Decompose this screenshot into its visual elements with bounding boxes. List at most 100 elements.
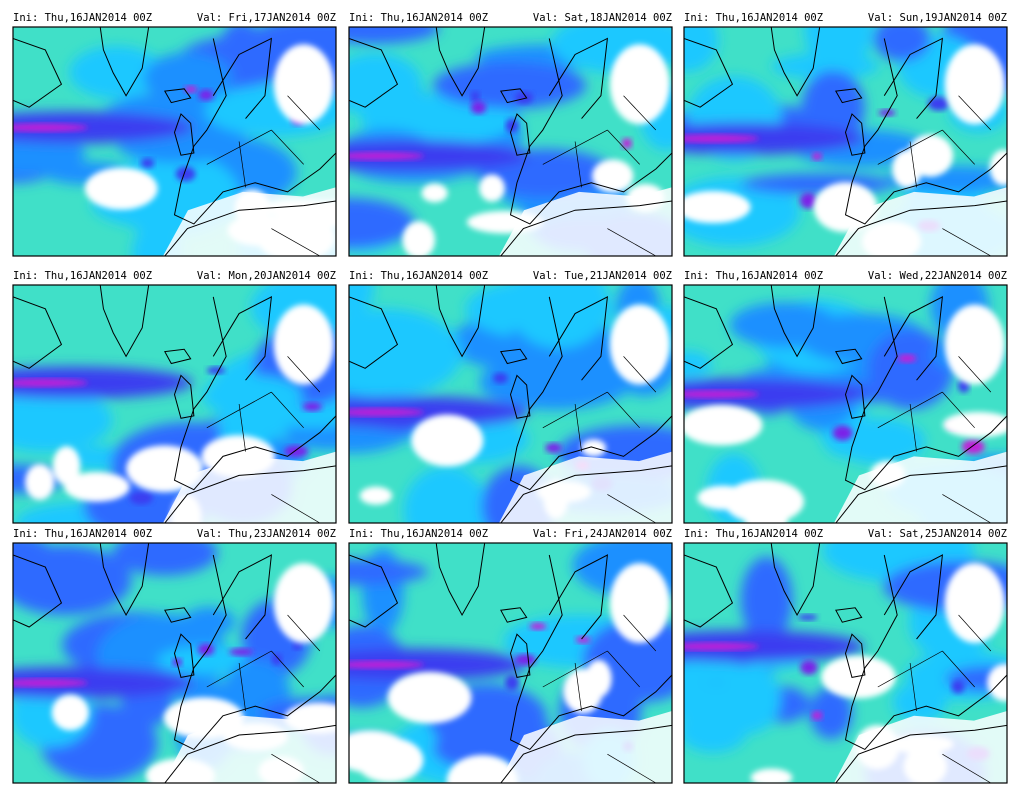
africa-land <box>163 187 336 256</box>
iceland-coast <box>835 88 863 104</box>
greenland-coast <box>435 285 486 358</box>
africa-land <box>163 451 336 523</box>
intense-spot <box>505 674 519 691</box>
jet-core <box>349 408 424 417</box>
dry-patch <box>944 304 1005 385</box>
greenland-coast <box>770 543 821 617</box>
intense-spot <box>897 354 917 363</box>
iceland-coast <box>164 88 192 104</box>
canada-coast <box>13 296 63 369</box>
dry-patch <box>821 655 896 699</box>
canada-coast <box>349 296 399 369</box>
dry-patch <box>52 446 81 486</box>
dry-patch <box>126 445 203 493</box>
init-time-label: Ini: Thu,16JAN2014 00Z <box>13 528 152 540</box>
jet-band <box>684 122 864 155</box>
britain-coast <box>844 113 866 156</box>
scandinavia-coast <box>883 296 943 381</box>
britain-coast <box>844 633 866 678</box>
precip-blob <box>508 285 611 349</box>
africa-coast <box>835 200 1007 256</box>
europe-coast <box>509 38 672 225</box>
africa-land <box>834 451 1007 523</box>
precip-blob <box>201 375 303 417</box>
dry-patch <box>609 563 670 643</box>
valid-time-label: Val: Tue,21JAN2014 00Z <box>533 270 672 282</box>
europe-coast <box>509 296 672 491</box>
intense-spot <box>811 152 823 161</box>
precip-blob <box>349 308 462 398</box>
valid-time-label: Val: Mon,20JAN2014 00Z <box>197 270 336 282</box>
canada-coast <box>684 296 734 369</box>
dry-patch <box>421 183 448 203</box>
greenland-coast <box>99 543 150 617</box>
valid-time-label: Val: Sat,25JAN2014 00Z <box>868 528 1007 540</box>
map-frame <box>683 542 1008 784</box>
britain-coast <box>173 633 195 678</box>
dry-patch <box>944 44 1005 125</box>
jet-core <box>684 134 759 143</box>
valid-time-label: Val: Sun,19JAN2014 00Z <box>868 12 1007 24</box>
jet-band <box>349 139 529 172</box>
dry-patch <box>446 755 518 783</box>
intense-spot <box>575 636 591 644</box>
iceland-coast <box>500 348 528 365</box>
intense-spot <box>799 192 817 209</box>
intense-spot <box>284 445 308 457</box>
britain-coast <box>173 113 195 156</box>
map-frame <box>683 284 1008 524</box>
scandinavia-coast <box>883 37 943 119</box>
intense-spot <box>129 491 153 505</box>
intense-spot <box>206 366 226 375</box>
intense-spot <box>798 614 818 621</box>
africa-coast <box>500 200 672 256</box>
intense-spot <box>302 402 322 412</box>
scandinavia-coast <box>548 37 608 119</box>
intense-spot <box>470 91 480 102</box>
scandinavia-coast <box>212 296 272 381</box>
jet-core <box>13 678 88 687</box>
africa-coast <box>164 200 336 256</box>
map-panel <box>349 285 672 523</box>
europe-coast <box>844 554 1007 751</box>
precip-blob <box>349 285 374 317</box>
intense-spot <box>621 138 632 149</box>
init-time-label: Ini: Thu,16JAN2014 00Z <box>349 528 488 540</box>
precip-blob <box>349 198 416 249</box>
dry-patch <box>51 694 89 731</box>
intense-spot <box>800 660 818 675</box>
precip-blob <box>809 687 853 739</box>
dry-patch <box>25 464 55 501</box>
map-frame <box>12 542 337 784</box>
europe-coast <box>844 38 1007 225</box>
precip-blob <box>69 46 164 99</box>
precip-blob <box>349 27 440 44</box>
intense-spot <box>927 96 950 111</box>
borders <box>877 356 992 523</box>
borders <box>206 95 321 256</box>
africa-coast <box>500 724 672 783</box>
precip-blob <box>684 27 719 72</box>
jet-core <box>349 660 424 669</box>
dry-patch <box>609 304 670 385</box>
scandinavia-coast <box>548 554 608 640</box>
jet-band <box>13 366 193 399</box>
britain-coast <box>509 374 531 419</box>
map-frame <box>348 284 673 524</box>
dry-patch <box>943 411 1007 438</box>
intense-spot <box>545 443 562 453</box>
intense-spot <box>505 118 519 133</box>
valid-time-label: Val: Sat,18JAN2014 00Z <box>533 12 672 24</box>
jet-core <box>13 378 88 387</box>
precip-blob <box>403 466 489 523</box>
borders <box>206 614 321 783</box>
europe-coast <box>173 296 336 491</box>
precip-blob <box>13 545 132 616</box>
intense-spot <box>514 91 533 104</box>
scandinavia-coast <box>212 554 272 640</box>
dry-patch <box>989 149 1007 186</box>
jet-band <box>349 648 529 681</box>
precip-blob <box>349 558 429 586</box>
jet-band <box>684 378 864 411</box>
africa-land <box>163 711 336 783</box>
